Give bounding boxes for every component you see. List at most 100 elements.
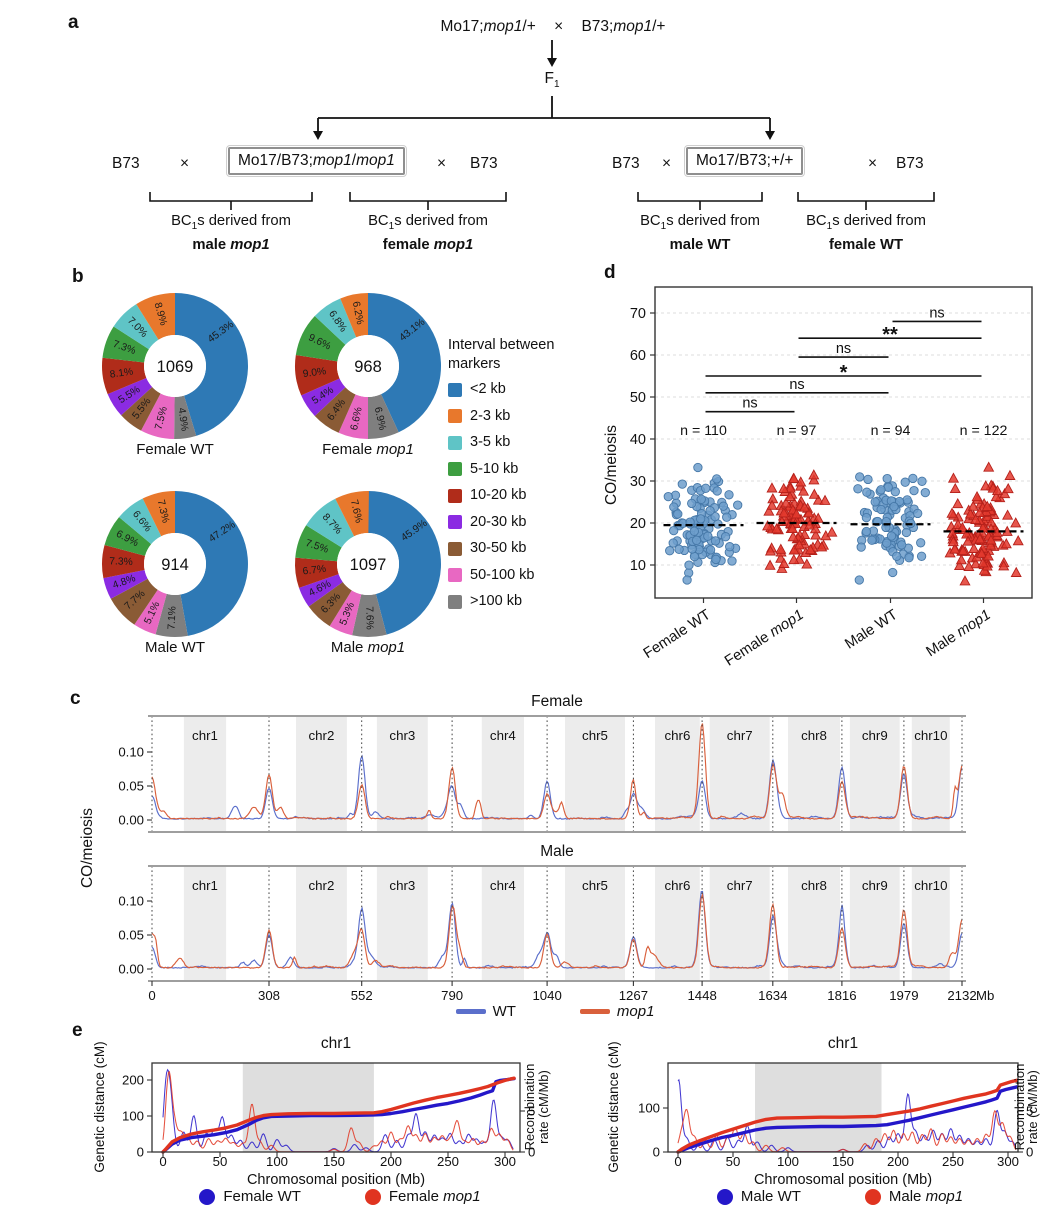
- legend-item-female-wt: Female WT: [199, 1188, 301, 1205]
- data-point-circle: [870, 497, 880, 507]
- right-axis-label: rate (cM/Mb): [536, 1070, 551, 1144]
- donut-slice-30-50 kb: [110, 578, 158, 625]
- data-point-triangle: [955, 554, 967, 565]
- left-branch-times1: ×: [180, 155, 190, 172]
- chromosome-label: chr1: [192, 878, 218, 893]
- data-point-circle: [892, 551, 902, 561]
- left-branch-b73-right: B73: [470, 155, 498, 172]
- data-point-triangle: [816, 541, 828, 552]
- plot-frame: [654, 286, 1033, 599]
- data-point-circle: [687, 498, 697, 509]
- data-point-circle: [902, 495, 912, 505]
- data-point-triangle: [981, 500, 993, 511]
- data-point-triangle: [998, 560, 1010, 571]
- donut-total-count: 1097: [350, 556, 387, 574]
- x-tick-label: 2132: [947, 988, 976, 1003]
- bc-group-label-male-wt: BC1s derived from male WT: [640, 213, 760, 253]
- donut-slice-3-5 kb: [314, 298, 357, 345]
- genetic-distance-curve-wt: [161, 1076, 516, 1154]
- legend-item-label: 5-10 kb: [470, 460, 519, 477]
- y-tick-label: 70: [630, 306, 646, 322]
- donut-slice-2-3 kb: [335, 491, 369, 537]
- chromosome-band: [376, 716, 428, 832]
- genetic-distance-curve-mut: [676, 1078, 1019, 1154]
- x-tick-label: 50: [726, 1154, 741, 1169]
- y-tick-label: 20: [630, 516, 646, 532]
- data-point-triangle: [810, 529, 822, 540]
- significance-label: **: [882, 324, 898, 346]
- data-point-triangle: [808, 469, 820, 480]
- data-point-triangle: [1012, 535, 1024, 546]
- chromosome-band: [788, 716, 840, 832]
- subpanel-title: Male: [540, 843, 574, 860]
- data-point-circle: [904, 553, 914, 563]
- arrow-down-icon: [313, 131, 323, 140]
- data-point-circle: [693, 462, 703, 473]
- co-profile-female-mop1: [151, 723, 963, 820]
- legend-item->100 kb: >100 kb: [448, 592, 598, 611]
- donut-slice-<2 kb: [175, 491, 248, 636]
- chromosome-band: [183, 716, 227, 832]
- color-swatch: [448, 462, 462, 476]
- y-tick-label: 30: [630, 474, 646, 490]
- jitter-group-Female mop1: [762, 469, 838, 573]
- bracket: [349, 192, 507, 210]
- donut-slice-5-10 kb: [102, 326, 149, 363]
- data-point-triangle: [764, 545, 777, 556]
- donut-slice->100 kb: [352, 593, 387, 637]
- mop1-line-swatch: [579, 1009, 610, 1014]
- data-point-circle: [733, 500, 743, 510]
- data-point-triangle: [793, 539, 805, 550]
- parent2-text: B73;: [581, 18, 614, 35]
- color-swatch: [448, 515, 462, 529]
- data-point-circle: [705, 545, 716, 555]
- legend-item-label: 50-100 kb: [470, 566, 535, 583]
- data-point-triangle: [952, 497, 964, 509]
- donut-slice-50-100 kb: [338, 394, 368, 439]
- legend-item-3-5 kb: 3-5 kb: [448, 433, 598, 452]
- female-mop1-dot-swatch: [364, 1188, 381, 1205]
- x-axis-label: Chromosomal position (Mb): [247, 1172, 425, 1188]
- x-tick-label: 790: [441, 988, 463, 1003]
- chromosome-band: [481, 716, 524, 832]
- panel-b-label: b: [72, 266, 84, 287]
- right-branch-times2: ×: [868, 155, 878, 172]
- color-swatch: [448, 488, 462, 503]
- donut-slice-30-50 kb: [314, 387, 356, 433]
- data-point-circle: [689, 526, 699, 536]
- x-tick-label: 150: [323, 1154, 345, 1169]
- data-point-triangle: [1002, 509, 1014, 520]
- donut-total-count: 968: [354, 358, 382, 376]
- chromosome-label: chr5: [582, 878, 608, 893]
- data-point-circle: [687, 544, 697, 554]
- x-tick-label: 1448: [687, 988, 716, 1003]
- right-axis-label: Recombination: [522, 1064, 537, 1151]
- data-point-circle: [691, 535, 702, 545]
- data-point-triangle: [967, 500, 979, 511]
- right-tick-label: 5: [1026, 1104, 1033, 1119]
- data-point-circle: [876, 485, 886, 495]
- data-point-triangle: [788, 553, 800, 565]
- n-count-label: n = 110: [680, 423, 727, 439]
- donut-slice-10-20 kb: [102, 544, 146, 579]
- donut-slice-2-3 kb: [340, 293, 368, 338]
- data-point-triangle: [801, 558, 813, 569]
- x-tick-label: 308: [258, 988, 280, 1003]
- co-profile-male-mop1: [151, 892, 963, 969]
- data-point-circle: [720, 532, 731, 542]
- donut-slice-50-100 kb: [141, 393, 175, 439]
- pedigree-connectors: [149, 40, 935, 210]
- data-point-triangle: [959, 575, 971, 586]
- donut-caption-female-wt: Female WT: [136, 441, 214, 458]
- data-point-triangle: [970, 558, 982, 569]
- legend-item-wt: WT: [455, 1003, 516, 1020]
- chromosome-band: [183, 866, 227, 981]
- chart-title: chr1: [828, 1035, 858, 1052]
- category-tick-label: Male WT: [842, 607, 900, 653]
- x-tick-label: 150: [832, 1154, 854, 1169]
- data-point-triangle: [763, 505, 775, 516]
- co-per-meiosis-jitter-plot: n = 110 Female WT n = 97 Female mop1 n = 94 M…: [603, 286, 1033, 670]
- legend-item-<2 kb: <2 kb: [448, 380, 598, 399]
- bracket: [797, 192, 935, 210]
